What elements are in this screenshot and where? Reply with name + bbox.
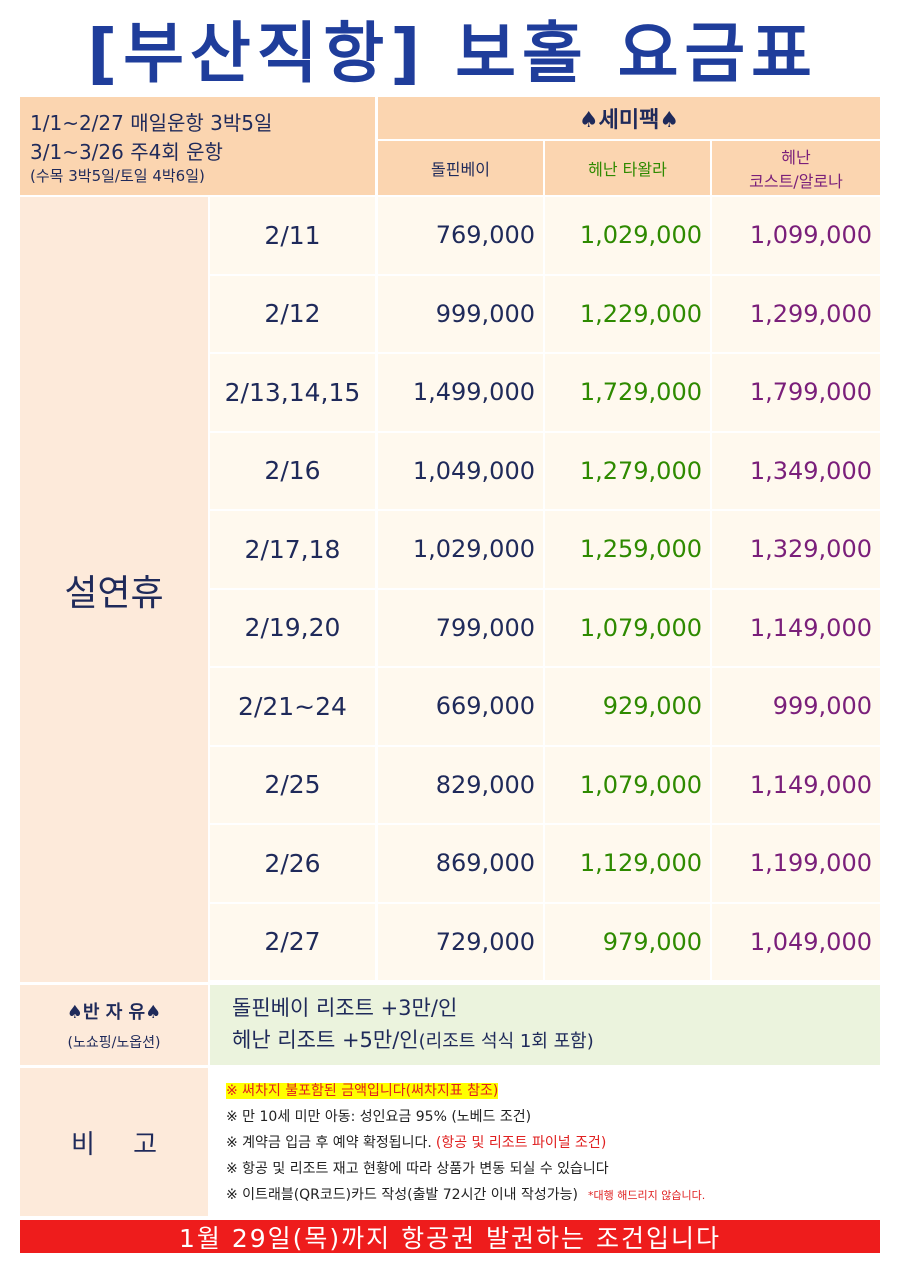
price: 999,000 xyxy=(378,275,543,352)
note: ※ 항공 및 리조트 재고 현황에 따라 상품가 변동 되실 수 있습니다 xyxy=(226,1158,609,1178)
info: 1/1~2/27 매일운항 3박5일 3/1~3/26 주4회 운항 (수목 3… xyxy=(20,97,375,195)
price: 1,149,000 xyxy=(712,746,880,823)
option-label-cell: ♠반 자 유♠ (노쇼핑/노옵션) xyxy=(20,985,208,1065)
note: ※ 이트래블(QR코드)카드 작성(출발 72시간 이내 작성가능) *대행 해드… xyxy=(226,1184,705,1204)
info-line: 1/1~2/27 매일운항 3박5일 xyxy=(30,110,273,135)
note-text: ※ 항공 및 리조트 재고 현황에 따라 상품가 변동 되실 수 있습니다 xyxy=(226,1161,609,1177)
season: 설연휴 xyxy=(20,197,208,982)
column-header: 헤난 타왈라 xyxy=(545,141,710,195)
date: 2/16 xyxy=(210,432,375,509)
column-header: 돌핀베이 xyxy=(378,141,543,195)
column-header-line: 코스트/알로나 xyxy=(749,172,843,191)
price: 1,029,000 xyxy=(378,511,543,588)
price: 1,029,000 xyxy=(545,197,710,274)
note: ※ 계약금 입금 후 예약 확정됩니다. (항공 및 리조트 파이널 조건) xyxy=(226,1132,606,1152)
option-text: 헤난 리조트 +5만/인 xyxy=(232,1028,419,1052)
date: 2/12 xyxy=(210,275,375,352)
date: 2/25 xyxy=(210,746,375,823)
column-header-line: 헤난 xyxy=(781,148,811,167)
column-header-line: 헤난 타왈라 xyxy=(588,160,667,179)
price: 1,149,000 xyxy=(712,589,880,666)
column-header-line: 돌핀베이 xyxy=(431,160,490,179)
note-text: ※ 계약금 입금 후 예약 확정됩니다. xyxy=(226,1135,432,1151)
option-text: (리조트 석식 1회 포함) xyxy=(418,1031,594,1052)
note-text: ※ 써차지 불포함된 금액입니다(써차지표 참조) xyxy=(226,1083,499,1099)
date: 2/27 xyxy=(210,903,375,980)
price: 1,259,000 xyxy=(545,511,710,588)
date: 2/13,14,15 xyxy=(210,354,375,431)
option-line: 돌핀베이 리조트 +3만/인 xyxy=(232,992,457,1024)
option-sub: (노쇼핑/노옵션) xyxy=(67,1035,161,1051)
info-line: 3/1~3/26 주4회 운항 xyxy=(30,139,223,164)
price: 1,279,000 xyxy=(545,432,710,509)
price: 999,000 xyxy=(712,668,880,745)
price: 1,799,000 xyxy=(712,354,880,431)
price: 829,000 xyxy=(378,746,543,823)
note-text: *대행 해드리지 않습니다. xyxy=(588,1189,706,1202)
price: 1,349,000 xyxy=(712,432,880,509)
price: 1,729,000 xyxy=(545,354,710,431)
date: 2/26 xyxy=(210,825,375,902)
footer: 1월 29일(목)까지 항공권 발권하는 조건입니다 xyxy=(20,1220,880,1253)
note-text: ※ 만 10세 미만 아동: 성인요금 95% (노베드 조건) xyxy=(226,1109,532,1125)
option-text: 돌핀베이 리조트 +3만/인 xyxy=(232,996,458,1020)
info-line: (수목 3박5일/토일 4박6일) xyxy=(30,166,205,185)
price: 1,079,000 xyxy=(545,746,710,823)
note-text: (항공 및 리조트 파이널 조건) xyxy=(435,1135,607,1151)
price: 769,000 xyxy=(378,197,543,274)
price: 1,229,000 xyxy=(545,275,710,352)
note: ※ 만 10세 미만 아동: 성인요금 95% (노베드 조건) xyxy=(226,1106,531,1126)
note: ※ 써차지 불포함된 금액입니다(써차지표 참조) xyxy=(226,1080,499,1100)
price: 729,000 xyxy=(378,903,543,980)
price: 1,049,000 xyxy=(712,903,880,980)
package: ♠세미팩♠ xyxy=(378,97,880,139)
price: 1,199,000 xyxy=(712,825,880,902)
price: 1,299,000 xyxy=(712,275,880,352)
price: 1,049,000 xyxy=(378,432,543,509)
price: 1,129,000 xyxy=(545,825,710,902)
title: [부산직항] 보홀 요금표 xyxy=(87,14,818,92)
notes-label: 비 고 xyxy=(20,1068,208,1216)
date: 2/19,20 xyxy=(210,589,375,666)
price: 979,000 xyxy=(545,903,710,980)
price: 669,000 xyxy=(378,668,543,745)
price: 929,000 xyxy=(545,668,710,745)
option-line: 헤난 리조트 +5만/인(리조트 석식 1회 포함) xyxy=(232,1024,594,1058)
price: 1,329,000 xyxy=(712,511,880,588)
note-text: ※ 이트래블(QR코드)카드 작성(출발 72시간 이내 작성가능) xyxy=(226,1187,578,1203)
notes-body: ※ 써차지 불포함된 금액입니다(써차지표 참조) ※ 만 10세 미만 아동: … xyxy=(210,1068,880,1216)
price: 1,099,000 xyxy=(712,197,880,274)
option-label: ♠반 자 유♠ xyxy=(66,1002,162,1023)
price: 1,499,000 xyxy=(378,354,543,431)
price: 869,000 xyxy=(378,825,543,902)
date: 2/21~24 xyxy=(210,668,375,745)
price: 799,000 xyxy=(378,589,543,666)
date: 2/11 xyxy=(210,197,375,274)
date: 2/17,18 xyxy=(210,511,375,588)
price: 1,079,000 xyxy=(545,589,710,666)
